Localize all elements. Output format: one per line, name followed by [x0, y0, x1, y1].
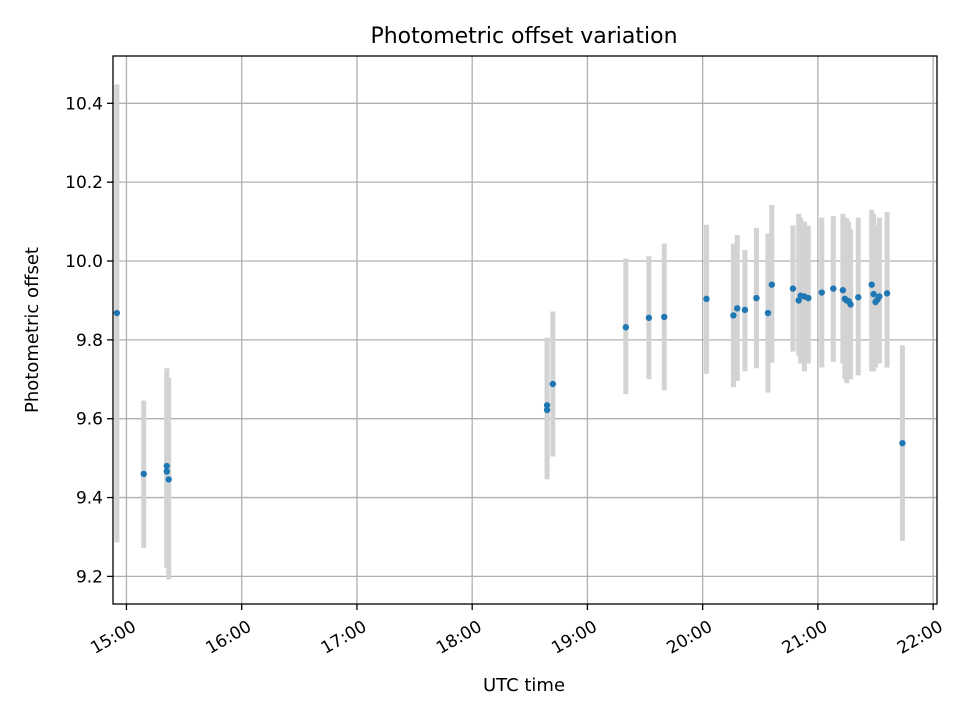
x-tick-label: 16:00: [203, 617, 255, 659]
y-tick-label: 9.4: [76, 489, 103, 509]
data-point: [140, 470, 147, 478]
plot-frame: [112, 55, 938, 605]
data-point: [645, 314, 653, 321]
data-point: [734, 305, 741, 312]
x-axis-ticks: 15:00 16:00 17:00 18:00 19:00 20:00 21:00 22:00: [87, 604, 946, 659]
data-point: [768, 281, 776, 288]
x-tick-label: 21:00: [779, 617, 831, 659]
y-tick-label: 9.8: [76, 331, 103, 351]
data-point: [764, 309, 772, 317]
data-point: [163, 468, 170, 475]
y-tick-label: 9.2: [76, 567, 103, 587]
y-axis-label: Photometric offset: [22, 247, 43, 413]
data-point: [730, 312, 737, 319]
data-points: [113, 281, 906, 483]
x-axis-label: UTC time: [483, 675, 565, 696]
data-point: [741, 306, 749, 314]
data-point: [855, 294, 862, 301]
data-point: [899, 439, 906, 447]
y-axis-ticks: 9.2 9.4 9.6 9.8 10.0 10.2 10.4: [65, 94, 113, 587]
x-tick-label: 22:00: [894, 617, 946, 659]
data-point: [883, 290, 891, 297]
data-point: [818, 289, 825, 296]
data-point: [661, 313, 668, 321]
data-point: [805, 294, 812, 302]
y-tick-label: 10.4: [65, 94, 103, 114]
data-point: [703, 295, 710, 303]
data-point: [868, 281, 875, 288]
data-point: [543, 402, 551, 409]
y-tick-label: 9.6: [76, 410, 103, 430]
data-point: [847, 301, 854, 308]
errorbars: [114, 84, 905, 580]
data-point: [830, 285, 837, 292]
data-point: [876, 293, 883, 300]
data-point: [753, 294, 760, 302]
chart-title: Photometric offset variation: [370, 24, 677, 49]
data-point: [839, 286, 847, 294]
y-tick-label: 10.2: [65, 173, 103, 193]
data-point: [163, 462, 170, 470]
data-point: [622, 324, 630, 331]
grid: [113, 56, 937, 604]
data-point: [789, 285, 797, 292]
data-point: [165, 476, 172, 483]
y-tick-label: 10.0: [65, 252, 103, 272]
data-point: [870, 290, 877, 298]
x-tick-label: 20:00: [664, 617, 716, 659]
x-tick-label: 17:00: [318, 617, 370, 659]
data-point: [543, 406, 551, 414]
x-tick-label: 15:00: [87, 617, 139, 659]
x-tick-label: 19:00: [548, 617, 600, 659]
data-point: [549, 380, 557, 388]
x-tick-label: 18:00: [433, 617, 485, 659]
data-point: [113, 309, 121, 317]
